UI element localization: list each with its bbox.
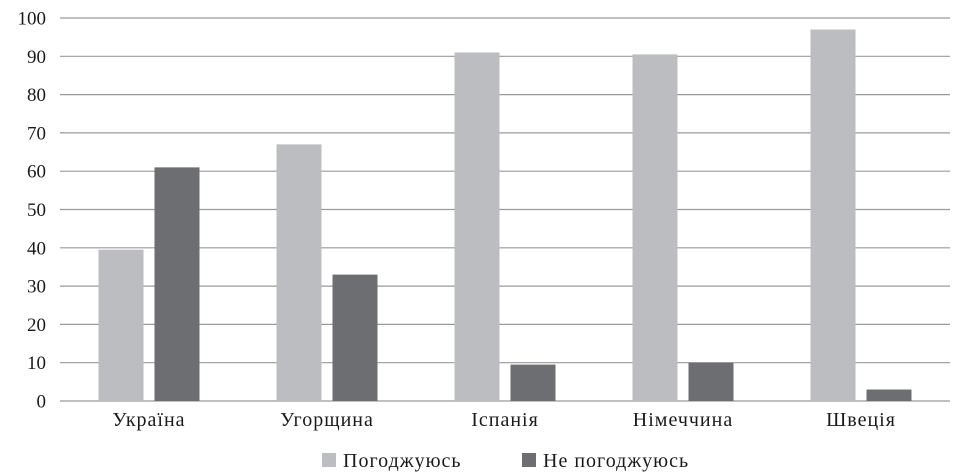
bar-disagree — [510, 364, 556, 401]
y-tick-label: 40 — [27, 238, 46, 259]
x-category-label: Іспанія — [471, 409, 539, 431]
bar-disagree — [332, 274, 378, 401]
legend-swatch — [522, 453, 536, 467]
x-category-label: Україна — [112, 409, 185, 431]
bar-disagree — [154, 167, 200, 401]
bar-agree — [810, 29, 856, 402]
legend: Погоджуюсь Не погоджуюсь — [322, 450, 689, 472]
y-tick-label: 50 — [27, 200, 46, 221]
gridlines — [60, 17, 950, 402]
bar-disagree — [866, 389, 912, 401]
legend-label: Погоджуюсь — [343, 450, 462, 472]
y-tick-label: 90 — [27, 47, 46, 68]
y-tick-label: 30 — [27, 277, 46, 298]
legend-label: Не погоджуюсь — [543, 450, 689, 472]
x-axis-categories: Україна Угорщина Іспанія Німеччина Швеція — [112, 409, 896, 431]
bar-agree — [98, 249, 144, 401]
bar-agree — [276, 144, 322, 401]
y-axis-ticks: 0 10 20 30 40 50 60 70 80 90 100 — [18, 9, 47, 413]
x-category-label: Швеція — [826, 409, 896, 431]
y-tick-label: 70 — [27, 123, 46, 144]
y-tick-label: 20 — [27, 315, 46, 336]
y-tick-label: 10 — [27, 353, 46, 374]
y-tick-label: 60 — [27, 162, 46, 183]
bar-agree — [454, 52, 500, 401]
y-tick-label: 0 — [37, 392, 47, 413]
y-tick-label: 80 — [27, 85, 46, 106]
bars — [98, 29, 912, 402]
bar-disagree — [688, 362, 734, 401]
x-category-label: Угорщина — [280, 409, 374, 431]
x-category-label: Німеччина — [633, 409, 733, 431]
legend-swatch — [322, 453, 336, 467]
y-tick-label: 100 — [18, 9, 47, 30]
bar-agree — [632, 54, 678, 401]
